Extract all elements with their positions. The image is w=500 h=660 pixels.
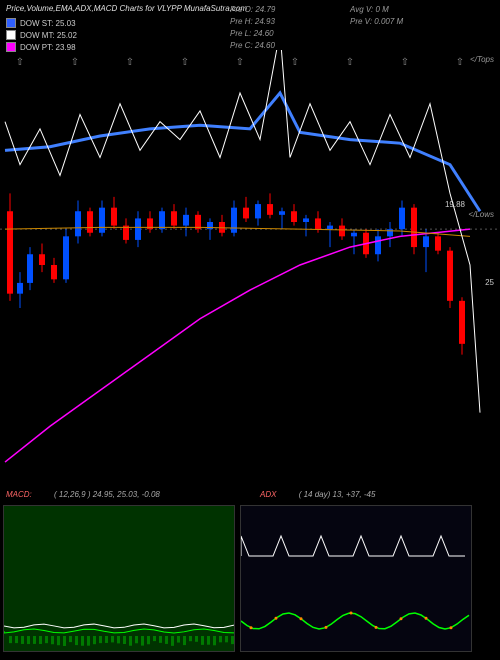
legend-label: DOW MT: 25.02 bbox=[20, 31, 77, 40]
svg-text:⇧: ⇧ bbox=[16, 57, 24, 68]
chart-title: Price,Volume,EMA,ADX,MACD Charts for VLY… bbox=[6, 4, 247, 13]
legend-item: DOW MT: 25.02 bbox=[6, 30, 77, 40]
volume-info: Avg V: 0 MPre V: 0.007 M bbox=[350, 4, 403, 28]
adx-title: ADX ( 14 day) 13, +37, -45 bbox=[260, 490, 375, 499]
legend-label: DOW ST: 25.03 bbox=[20, 19, 76, 28]
legend: DOW ST: 25.03DOW MT: 25.02DOW PT: 23.98 bbox=[6, 18, 77, 54]
svg-text:⇧: ⇧ bbox=[291, 57, 299, 68]
price-chart[interactable]: ⇧ ⇧ ⇧ ⇧ ⇧ ⇧ ⇧ ⇧ ⇧ bbox=[0, 50, 500, 480]
legend-item: DOW ST: 25.03 bbox=[6, 18, 77, 28]
svg-text:⇧: ⇧ bbox=[71, 57, 79, 68]
adx-panel[interactable] bbox=[240, 505, 472, 652]
svg-text:⇧: ⇧ bbox=[401, 57, 409, 68]
macd-title: MACD: ( 12,26,9 ) 24.95, 25.03, -0.08 bbox=[6, 490, 160, 499]
svg-text:⇧: ⇧ bbox=[181, 57, 189, 68]
macd-panel[interactable] bbox=[3, 505, 235, 652]
legend-color-box bbox=[6, 30, 16, 40]
ohlc-info: Pre O: 24.79Pre H: 24.93Pre L: 24.60Pre … bbox=[230, 4, 275, 52]
legend-color-box bbox=[6, 18, 16, 28]
svg-text:⇧: ⇧ bbox=[346, 57, 354, 68]
svg-text:⇧: ⇧ bbox=[456, 57, 464, 68]
svg-text:⇧: ⇧ bbox=[236, 57, 244, 68]
chart-container: Price,Volume,EMA,ADX,MACD Charts for VLY… bbox=[0, 0, 500, 660]
svg-text:⇧: ⇧ bbox=[126, 57, 134, 68]
